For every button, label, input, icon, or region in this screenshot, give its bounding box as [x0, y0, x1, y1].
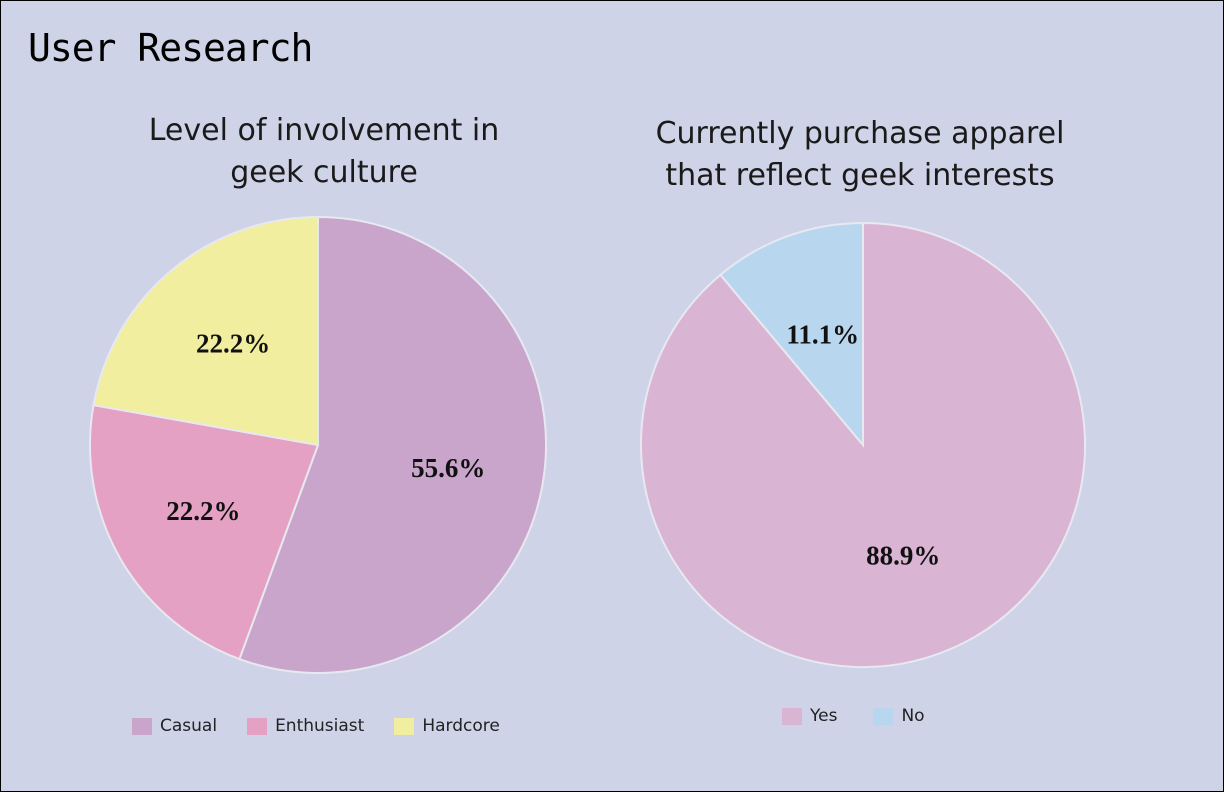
data-label-yes: 88.9% — [866, 541, 940, 571]
legend-item-casual: Casual — [132, 716, 217, 736]
legend-item-enthusiast: Enthusiast — [247, 716, 364, 736]
legend-label: Enthusiast — [275, 716, 365, 736]
data-label-hardcore: 22.2% — [196, 329, 270, 359]
legend-swatch — [394, 717, 415, 735]
page-title: User Research — [28, 26, 313, 70]
chart-title-apparel: Currently purchase apparel that reflect … — [600, 113, 1120, 197]
data-label-no: 11.1% — [786, 319, 859, 349]
chart-title-involvement: Level of involvement in geek culture — [74, 110, 574, 194]
legend-label: Hardcore — [422, 716, 500, 736]
legend-item-yes: Yes — [782, 706, 837, 726]
chart-title-line: geek culture — [230, 155, 418, 190]
data-label-enthusiast: 22.2% — [166, 496, 240, 526]
legend-label: Casual — [160, 716, 218, 736]
legend-swatch — [873, 707, 894, 725]
legend-swatch — [247, 717, 268, 735]
legend-item-hardcore: Hardcore — [394, 716, 500, 736]
legend-label: No — [901, 706, 925, 726]
pie-slice-enthusiast — [89, 403, 320, 661]
chart-title-line: Level of involvement in — [148, 113, 500, 148]
legend-swatch — [782, 707, 802, 725]
chart-title-line: that reflect geek interests — [665, 158, 1055, 193]
legend-item-no: No — [873, 706, 925, 726]
legend-swatch — [132, 717, 152, 735]
legend-label: Yes — [810, 706, 838, 726]
chart-title-line: Currently purchase apparel — [655, 116, 1065, 151]
legend-involvement: Casual Enthusiast Hardcore — [132, 716, 500, 736]
pie-slice-casual — [238, 215, 547, 674]
pie-slice-hardcore — [92, 215, 319, 447]
data-label-casual: 55.6% — [411, 453, 485, 483]
legend-apparel: Yes No — [782, 706, 925, 726]
pie-slice-no — [719, 221, 864, 448]
